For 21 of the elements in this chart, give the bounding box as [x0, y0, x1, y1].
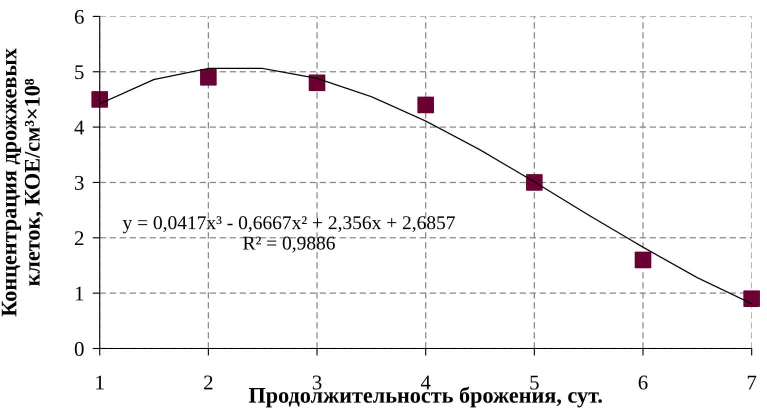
- y-tick-label: 1: [76, 286, 84, 300]
- y-tick-label: 6: [74, 10, 84, 24]
- point: [417, 96, 434, 114]
- y-tick-label: 3: [75, 176, 84, 190]
- point: [200, 68, 217, 86]
- point: [308, 74, 326, 92]
- x-tick-label: 4: [420, 376, 431, 390]
- annotation: y = 0,0417x³ - 0,6667x² + 2,356x + 2,6857 R² = 0,9886: [122, 216, 455, 252]
- point: [526, 174, 543, 191]
- y-tick-label: 5: [75, 65, 84, 80]
- point: [743, 290, 760, 307]
- x-tick-label: 6: [638, 376, 648, 390]
- y-tick-label: 0: [74, 342, 84, 356]
- x-tick-label: 2: [204, 376, 212, 390]
- y-tick-label: 2: [74, 231, 84, 246]
- x-tick-label: 3: [312, 376, 322, 390]
- x-tick-label: 1: [96, 376, 104, 390]
- x-tick-label: 7: [748, 376, 756, 390]
- point: [634, 252, 652, 268]
- y-tick-label: 4: [74, 120, 84, 134]
- y-axis-title: Концентрация дрожжевых клеток, КОЕ/см³×10⁸: [2, 48, 44, 316]
